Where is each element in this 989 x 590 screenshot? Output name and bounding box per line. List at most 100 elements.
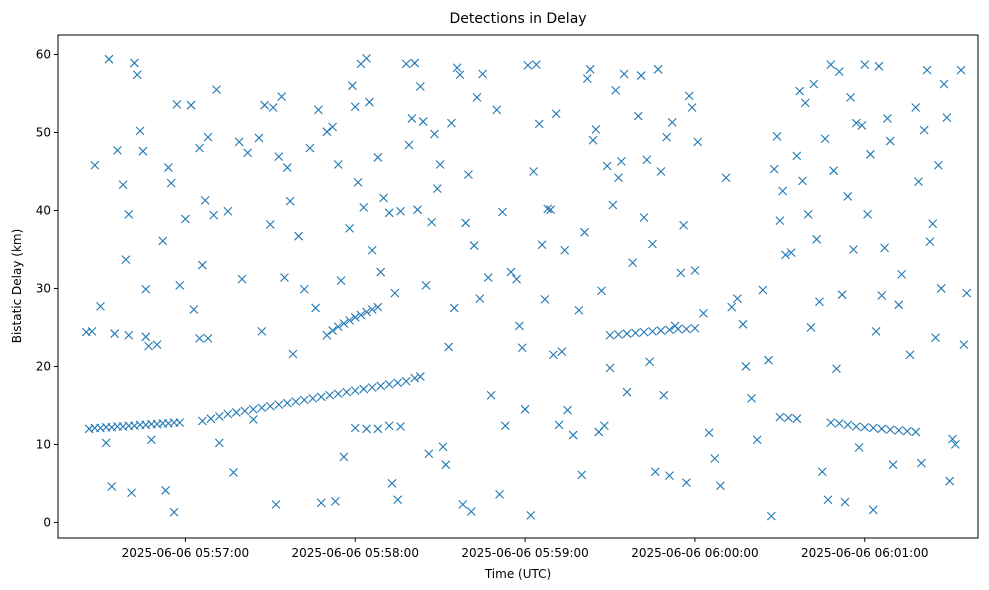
data-point [959, 340, 969, 349]
data-point [483, 273, 493, 282]
data-point [396, 206, 405, 216]
data-point [577, 470, 587, 480]
data-point [209, 210, 219, 220]
data-point [195, 143, 204, 153]
data-point [265, 401, 275, 411]
data-point [367, 305, 377, 314]
data-point [500, 421, 510, 431]
data-point [271, 500, 281, 509]
y-tick-label: 0 [43, 515, 51, 529]
data-point [919, 125, 929, 135]
data-point [860, 422, 870, 432]
data-point [950, 440, 960, 449]
data-point [362, 424, 371, 434]
data-point [189, 305, 199, 314]
data-point [837, 290, 847, 300]
data-point [851, 118, 861, 128]
y-axis: 0 10 20 30 40 50 60 [36, 47, 58, 529]
data-point [186, 100, 196, 110]
data-point [447, 118, 456, 128]
data-point [350, 386, 360, 395]
data-point [393, 378, 403, 388]
data-point [897, 270, 906, 279]
data-point [732, 294, 742, 303]
data-point [214, 411, 224, 421]
data-point [384, 421, 394, 431]
data-point [775, 412, 785, 422]
data-point [650, 467, 660, 477]
data-point [124, 330, 134, 340]
data-point [223, 206, 233, 216]
data-point [631, 328, 640, 338]
data-point [605, 330, 615, 340]
data-point [206, 414, 216, 424]
data-point [401, 376, 411, 386]
data-point [144, 341, 153, 351]
data-point [466, 507, 476, 516]
data-point [373, 424, 383, 434]
data-point [87, 326, 97, 336]
data-point [195, 333, 204, 343]
data-point [931, 333, 940, 342]
data-point [532, 60, 541, 70]
y-tick-label: 50 [36, 125, 51, 139]
data-point [333, 389, 343, 399]
data-point [687, 103, 697, 112]
data-point [537, 240, 547, 250]
y-tick-label: 60 [36, 47, 51, 61]
data-point [350, 102, 360, 112]
data-point [316, 498, 326, 508]
data-point [240, 406, 250, 416]
data-point [846, 92, 856, 102]
data-point [427, 217, 437, 227]
data-point [438, 442, 448, 452]
x-axis: 2025-06-06 05:57:00 2025-06-06 05:58:00 20… [122, 538, 928, 560]
data-point [916, 458, 926, 468]
data-point [820, 134, 830, 144]
data-point [580, 227, 589, 237]
data-point [90, 160, 100, 170]
data-point [894, 425, 904, 435]
data-point [721, 173, 731, 183]
data-point [461, 218, 471, 228]
data-point [498, 207, 507, 217]
data-point [180, 214, 190, 224]
data-point [113, 146, 122, 155]
data-point [413, 205, 422, 215]
data-point [348, 81, 357, 91]
data-point [574, 305, 584, 315]
data-point [849, 245, 858, 254]
data-point [274, 400, 284, 410]
data-point [458, 500, 468, 509]
data-point [515, 321, 524, 331]
data-point [911, 103, 921, 112]
data-point [424, 449, 434, 459]
data-point [826, 60, 836, 70]
data-point [758, 285, 768, 295]
data-point [939, 79, 949, 89]
data-point [557, 347, 567, 357]
y-axis-label: Bistatic Delay (km) [10, 229, 24, 344]
data-point [294, 231, 304, 241]
data-point [832, 364, 841, 374]
data-point [107, 482, 117, 491]
data-point [223, 409, 233, 419]
data-point [741, 362, 751, 371]
data-point [682, 324, 691, 334]
data-point [379, 193, 388, 203]
data-point [925, 237, 935, 247]
data-point [639, 213, 649, 222]
data-point [285, 196, 295, 206]
data-point [568, 430, 578, 440]
data-point [96, 301, 105, 311]
data-point [376, 381, 386, 391]
data-point [234, 137, 244, 147]
data-point [614, 173, 623, 183]
data-point [670, 321, 680, 331]
data-point [512, 274, 521, 284]
data-point [172, 100, 182, 109]
data-point [430, 129, 439, 139]
data-point [104, 54, 114, 64]
data-point [866, 149, 875, 159]
data-point [421, 280, 431, 290]
